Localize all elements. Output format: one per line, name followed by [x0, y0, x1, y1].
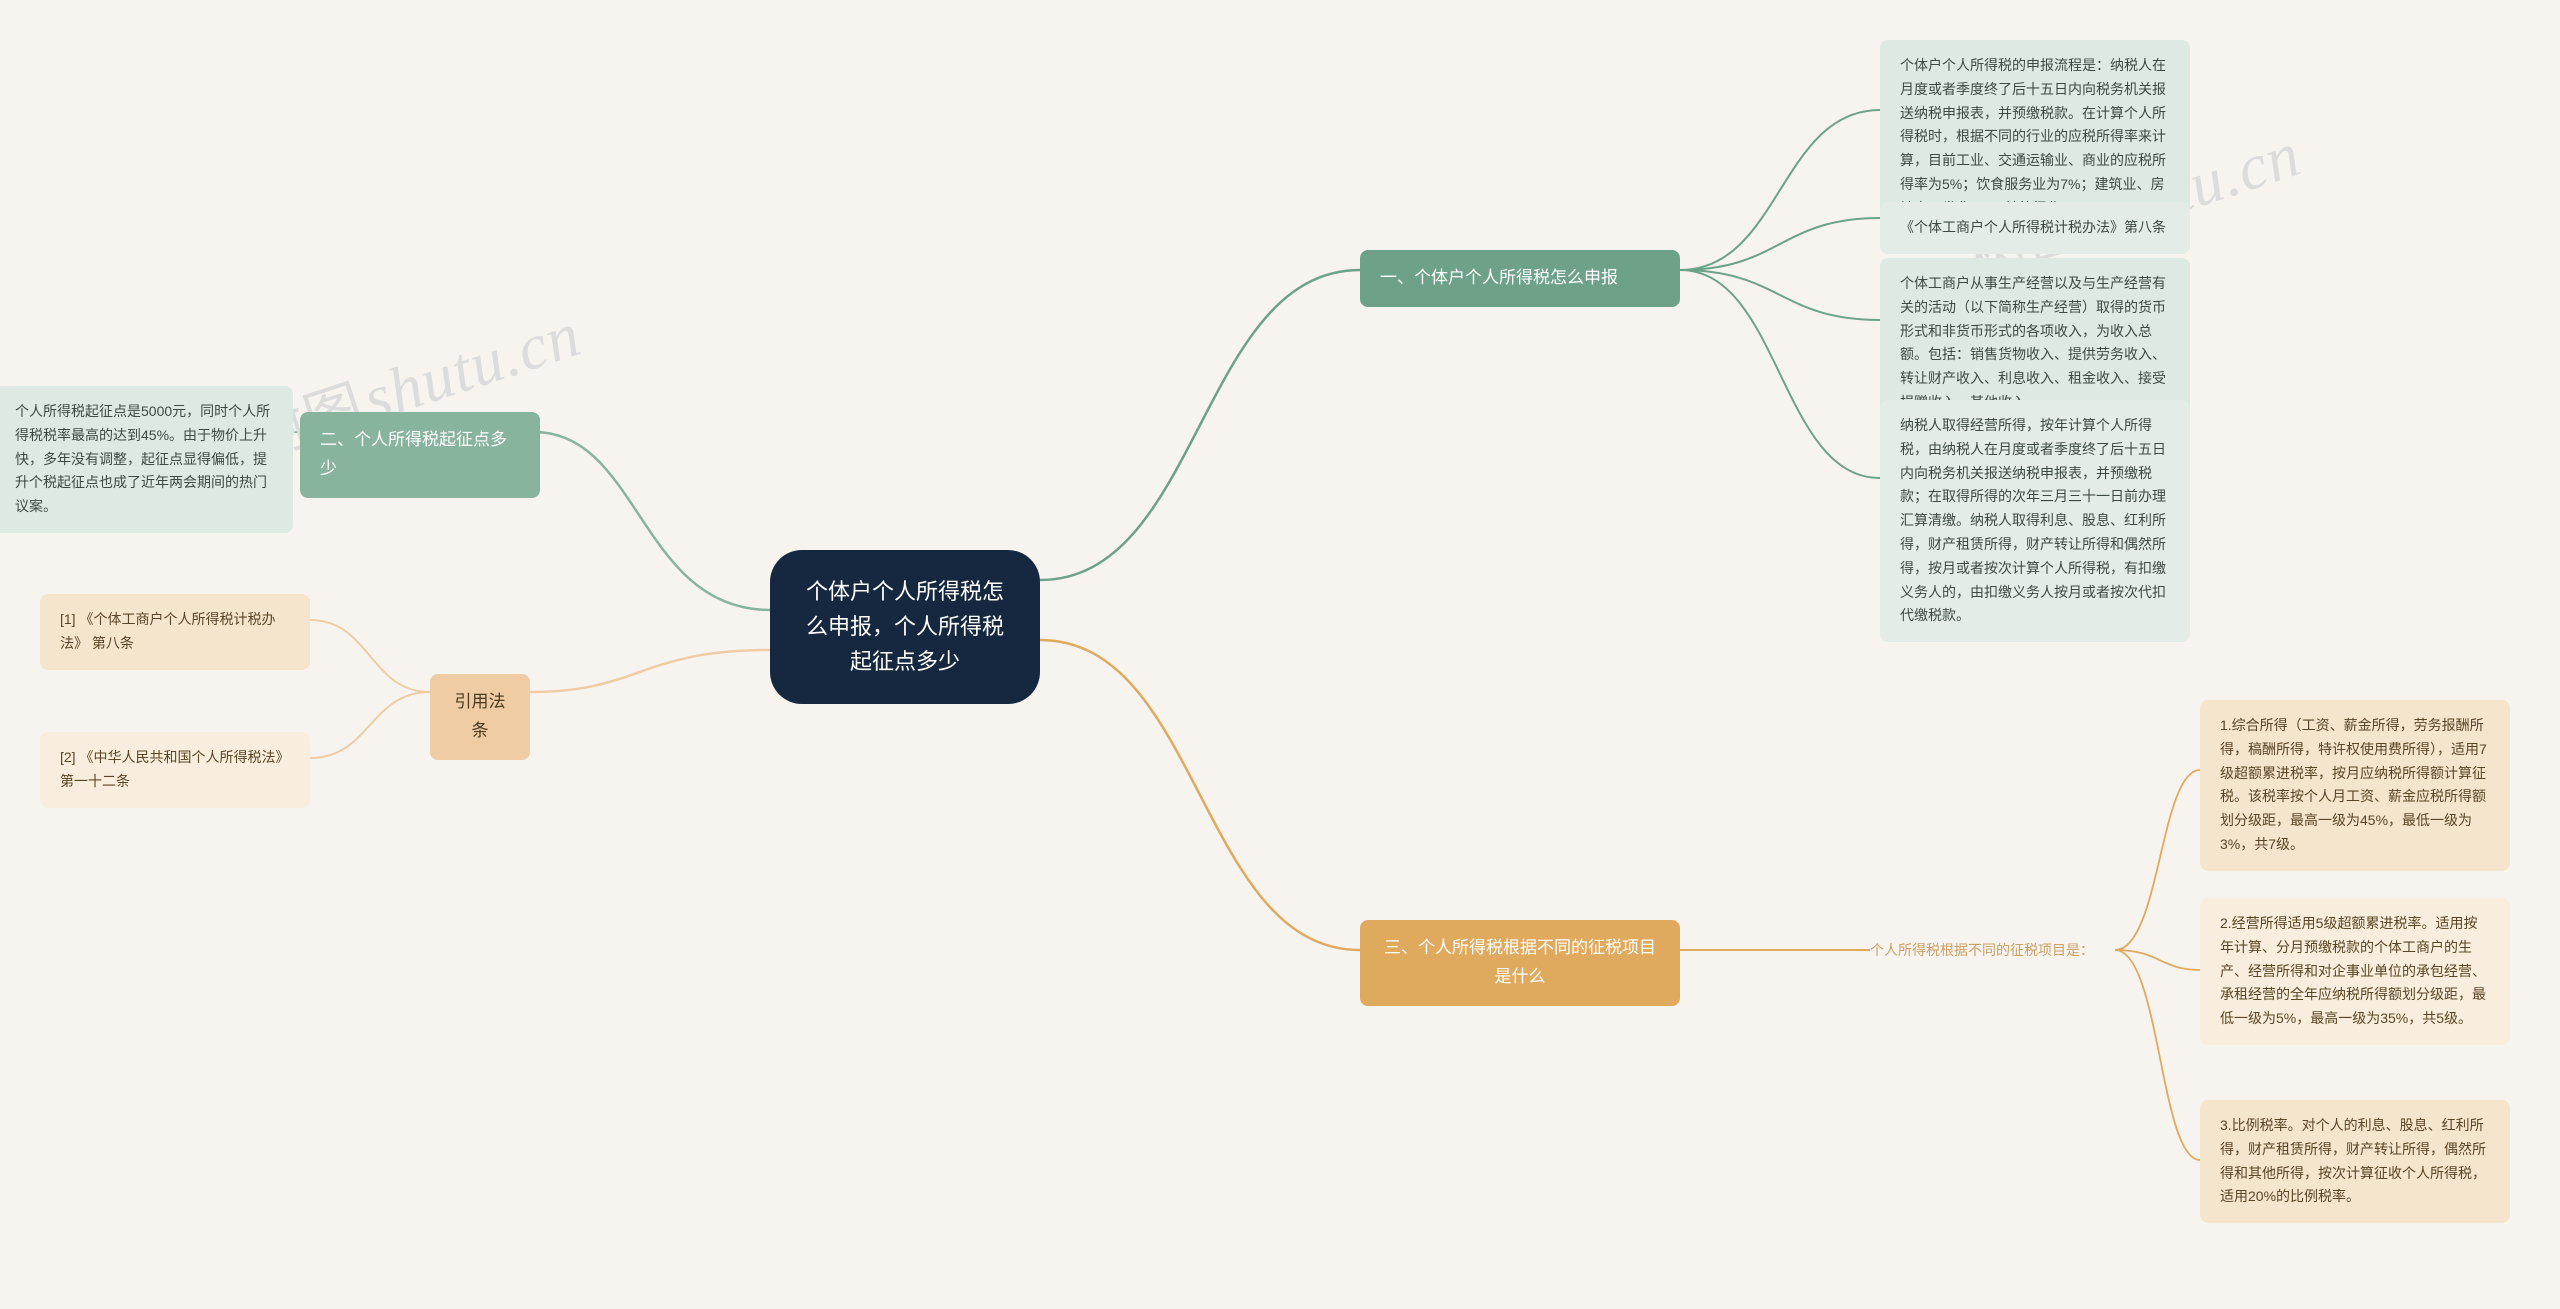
- branch2-leaf: 个人所得税起征点是5000元，同时个人所得税税率最高的达到45%。由于物价上升快…: [0, 386, 293, 533]
- branch3-leaf-3: 3.比例税率。对个人的利息、股息、红利所得，财产租赁所得，财产转让所得，偶然所得…: [2200, 1100, 2510, 1223]
- branch1-leaf-2: 《个体工商户个人所得税计税办法》第八条: [1880, 202, 2190, 254]
- ref-item-1: [1] 《个体工商户个人所得税计税办法》 第八条: [40, 594, 310, 670]
- branch-1: 一、个体户个人所得税怎么申报: [1360, 250, 1680, 307]
- branch1-leaf-4: 纳税人取得经营所得，按年计算个人所得税，由纳税人在月度或者季度终了后十五日内向税…: [1880, 400, 2190, 642]
- ref-item-2: [2] 《中华人民共和国个人所得税法》 第一十二条: [40, 732, 310, 808]
- branch3-leaf-1: 1.综合所得（工资、薪金所得，劳务报酬所得，稿酬所得，特许权使用费所得），适用7…: [2200, 700, 2510, 871]
- branch-3: 三、个人所得税根据不同的征税项目是什么: [1360, 920, 1680, 1006]
- root-node: 个体户个人所得税怎么申报，个人所得税起征点多少: [770, 550, 1040, 704]
- branch-refs: 引用法条: [430, 674, 530, 760]
- branch3-sublabel: 个人所得税根据不同的征税项目是：: [1870, 940, 2120, 960]
- branch3-leaf-2: 2.经营所得适用5级超额累进税率。适用按年计算、分月预缴税款的个体工商户的生产、…: [2200, 898, 2510, 1045]
- branch-2: 二、个人所得税起征点多少: [300, 412, 540, 498]
